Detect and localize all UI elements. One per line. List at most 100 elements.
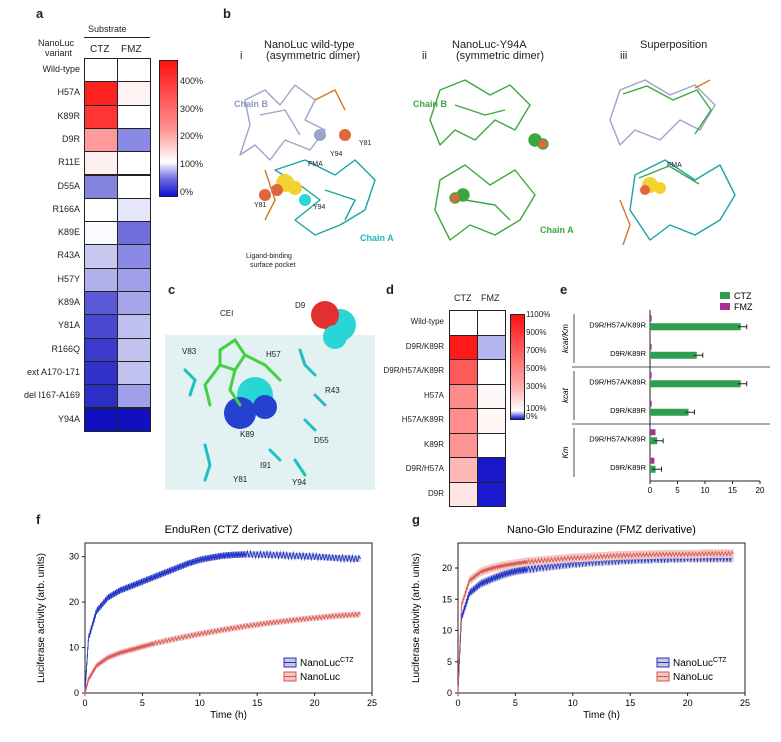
e-x-tick-label: 5	[675, 486, 680, 495]
series-line	[84, 549, 361, 697]
variant-row-label: H57Y	[57, 273, 80, 284]
x-axis-label: Time (h)	[210, 710, 247, 721]
pocket-label-1: Ligand-binding	[246, 253, 292, 260]
y-tick-label: 5	[447, 657, 452, 667]
series-band	[85, 611, 361, 697]
legend-label-base: NanoLuc	[673, 658, 713, 669]
y-tick-label: 20	[442, 563, 452, 573]
heatmap-cell	[84, 384, 118, 409]
variant-row-label: del I167-A169	[23, 390, 80, 401]
heatmap-cell	[117, 314, 151, 339]
panel-letter-c: c	[168, 282, 176, 297]
b-title-ii-2: (symmetric dimer)	[456, 50, 544, 62]
y-axis-label: Luciferase activity (arb. units)	[36, 553, 47, 683]
cbar-d-tick: 700%	[526, 346, 547, 355]
heatmap-cell	[84, 360, 118, 386]
heatmap-cell	[84, 337, 118, 362]
bar-ctz	[650, 323, 741, 331]
variant-row-label: Wild-type	[42, 64, 80, 74]
e-group-label: kcat	[561, 387, 570, 402]
legend-label: NanoLucCTZ	[673, 657, 727, 669]
bar-fmz	[650, 400, 652, 407]
variant-row-label: R11E	[58, 157, 80, 168]
fma-label-iii: FMA	[667, 162, 682, 169]
b-roman-iii: iii	[620, 50, 628, 62]
cei-label: CEI	[220, 309, 234, 318]
d-row-label: D9R	[427, 488, 444, 498]
x-tick-label: 0	[82, 698, 87, 708]
y81-bottom-label: Y81	[254, 202, 267, 209]
bar-ctz	[650, 408, 689, 416]
heatmap-cell	[117, 58, 151, 83]
plot-frame	[457, 542, 746, 694]
panel-letter-d: d	[386, 282, 394, 297]
heatmap-cell	[117, 244, 151, 269]
variant-header-2: variant	[45, 48, 73, 58]
y81-top-label: Y81	[359, 140, 372, 147]
heatmap-cell	[477, 408, 506, 434]
heatmap-cell	[449, 432, 478, 458]
variant-row-label: K89E	[57, 227, 80, 238]
x-tick-label: 20	[310, 698, 320, 708]
heatmap-cell	[84, 174, 118, 199]
bar-fmz	[650, 315, 652, 322]
heatmap-cell	[117, 104, 151, 129]
heatmap-cell	[477, 310, 506, 336]
k89-label: K89	[240, 430, 255, 439]
heatmap-cell	[117, 127, 151, 153]
e-x-tick-label: 20	[756, 486, 765, 495]
cbar-d-tick: 900%	[526, 328, 547, 337]
cbar-d-tick: 1100%	[526, 310, 551, 319]
r43-label: R43	[325, 386, 340, 395]
x-tick-label: 20	[683, 698, 693, 708]
variant-row-label: Y94A	[57, 413, 80, 424]
chain-a-label-ii: Chain A	[540, 225, 574, 235]
variant-row-label: K89R	[57, 110, 80, 121]
heatmap-cell	[117, 221, 151, 246]
heatmap-cell	[117, 360, 151, 386]
variant-row-label: Y81A	[57, 320, 80, 331]
variant-row-label: D55A	[57, 180, 80, 191]
heatmap-cell	[449, 457, 478, 483]
legend-label: NanoLuc	[673, 672, 713, 683]
heatmap-cell	[84, 58, 118, 83]
variant-header-1: NanoLuc	[38, 38, 75, 48]
panel-letter-b: b	[223, 6, 231, 21]
heatmap-cell	[84, 81, 118, 106]
y-axis-label: Luciferase activity (arb. units)	[411, 553, 422, 683]
y94-top-label: Y94	[330, 151, 343, 158]
panel-letter-f: f	[36, 512, 41, 527]
legend-label-fmz: FMZ	[734, 302, 753, 312]
y-tick-label: 30	[69, 552, 79, 562]
legend-label: NanoLucCTZ	[300, 657, 354, 669]
heatmap-cell	[117, 291, 151, 316]
bar-fmz	[650, 429, 656, 436]
panel-d-colorbar	[510, 314, 525, 420]
series-line	[84, 611, 361, 695]
x-tick-label: 5	[513, 698, 518, 708]
h57-label: H57	[266, 350, 281, 359]
d-row-label: D9R/K89R	[405, 341, 444, 351]
endurazine-chart: Nano-Glo Endurazine (FMZ derivative) 0 5 10…	[411, 524, 750, 721]
x-axis-label: Time (h)	[583, 710, 620, 721]
y-tick-label: 0	[447, 688, 452, 698]
b-title-ii-1: NanoLuc-Y94A	[452, 39, 527, 51]
legend-swatch-ctz	[720, 292, 730, 299]
heatmap-cell	[477, 334, 506, 360]
heatmap-cell	[449, 310, 478, 336]
heatmap-cell	[449, 408, 478, 434]
d55-label: D55	[314, 436, 329, 445]
heatmap-cell	[117, 197, 151, 223]
heatmap-cell	[117, 151, 151, 176]
legend-label-base: NanoLuc	[300, 658, 340, 669]
y-tick-label: 10	[442, 626, 452, 636]
cbar-d-tick: 500%	[526, 364, 547, 373]
panel-letter-e: e	[560, 282, 568, 297]
d-row-label: H57A/K89R	[401, 415, 444, 424]
chain-a-label-i: Chain A	[360, 233, 394, 243]
cbar-a-tick: 0%	[180, 187, 194, 197]
heatmap-cell	[84, 291, 118, 316]
heatmap-cell	[117, 174, 151, 199]
heatmap-cell	[84, 407, 118, 432]
heatmap-cell	[84, 127, 118, 153]
